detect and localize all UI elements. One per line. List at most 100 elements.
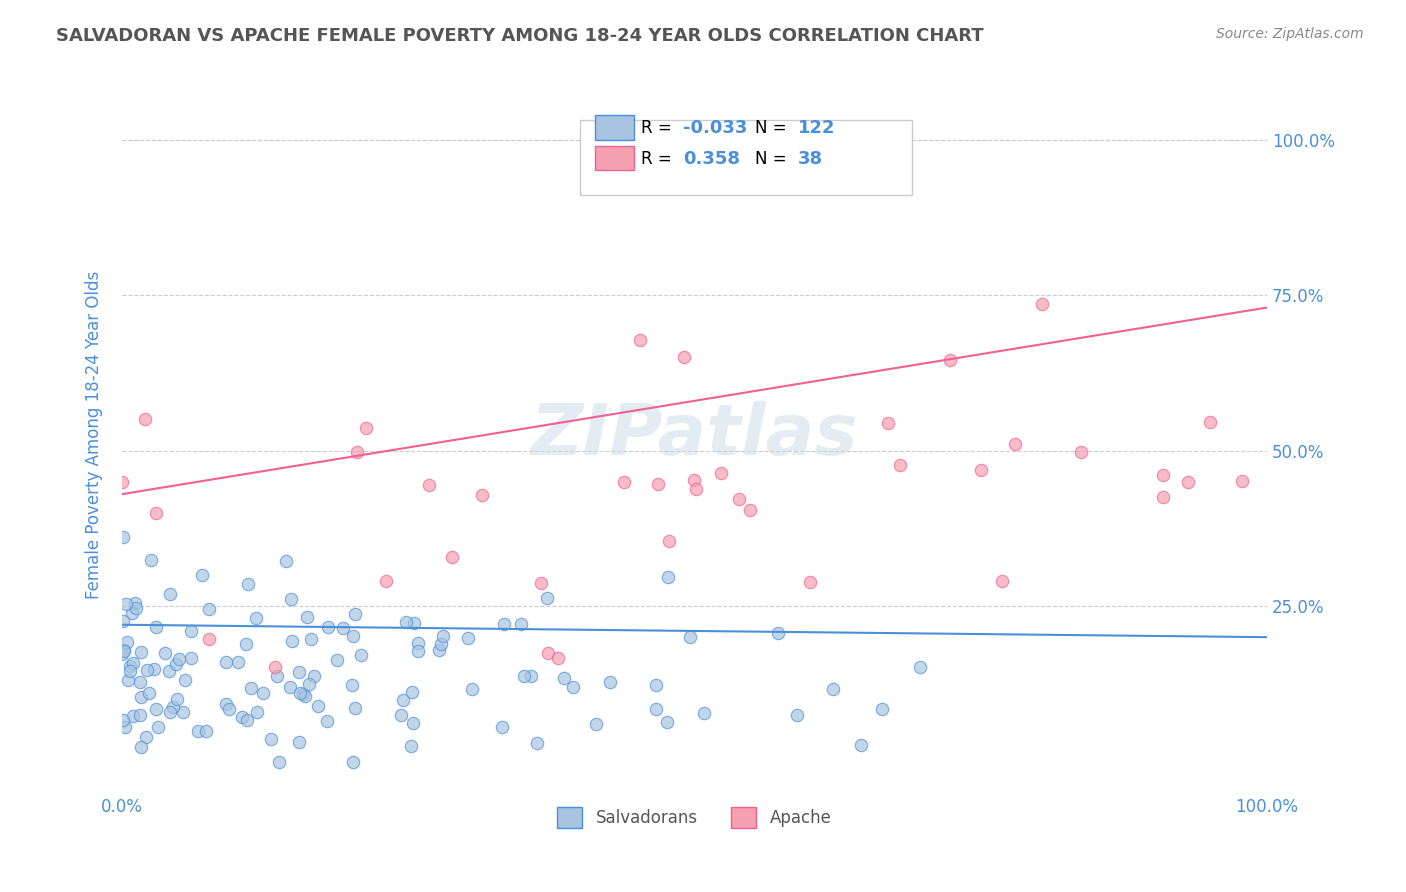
Point xyxy=(350,648,373,663)
Point xyxy=(129,675,152,690)
Point xyxy=(166,692,188,706)
Point xyxy=(429,643,451,657)
Point xyxy=(526,736,548,750)
Point xyxy=(510,616,533,631)
Point xyxy=(134,412,156,426)
Point xyxy=(263,660,285,674)
Point xyxy=(245,611,267,625)
Point xyxy=(389,708,412,723)
Point xyxy=(343,607,366,621)
Text: ZIPatlas: ZIPatlas xyxy=(531,401,858,469)
Point xyxy=(299,632,322,646)
Point xyxy=(145,620,167,634)
Point xyxy=(145,506,167,520)
Point xyxy=(342,678,364,692)
Point xyxy=(215,655,238,669)
Point xyxy=(401,739,423,753)
Point xyxy=(786,707,808,722)
Text: 0.358: 0.358 xyxy=(683,150,740,168)
Point xyxy=(129,645,152,659)
Point xyxy=(693,706,716,720)
Point xyxy=(342,755,364,769)
Point xyxy=(174,673,197,687)
Point xyxy=(1177,475,1199,489)
Point xyxy=(238,577,260,591)
Point xyxy=(562,680,585,694)
Point xyxy=(180,624,202,639)
Point xyxy=(461,681,484,696)
Point xyxy=(129,740,152,755)
Point xyxy=(402,615,425,630)
Point xyxy=(547,650,569,665)
Point xyxy=(710,467,733,481)
Point xyxy=(799,575,821,590)
Point xyxy=(125,600,148,615)
Point xyxy=(1152,490,1174,504)
Point xyxy=(343,700,366,714)
Point xyxy=(491,720,513,734)
Point xyxy=(326,653,349,667)
Point xyxy=(157,665,180,679)
Point xyxy=(159,705,181,719)
Point xyxy=(218,702,240,716)
Point xyxy=(111,713,134,727)
Point xyxy=(391,693,413,707)
Point xyxy=(908,660,931,674)
Point xyxy=(512,669,534,683)
Point xyxy=(536,591,558,605)
Point xyxy=(298,677,321,691)
Point xyxy=(672,350,695,364)
Point xyxy=(332,621,354,635)
Point xyxy=(1198,415,1220,429)
Point xyxy=(430,637,453,651)
Point xyxy=(645,702,668,716)
Point xyxy=(738,503,761,517)
Point xyxy=(246,706,269,720)
Point xyxy=(112,642,135,657)
Point xyxy=(252,686,274,700)
Point xyxy=(235,637,257,651)
Point xyxy=(374,574,396,588)
Point xyxy=(198,602,221,616)
Point xyxy=(226,655,249,669)
Point xyxy=(849,738,872,752)
Point xyxy=(1152,467,1174,482)
Point xyxy=(240,681,263,695)
Point xyxy=(766,625,789,640)
Point xyxy=(114,720,136,734)
Point xyxy=(1070,445,1092,459)
Point xyxy=(139,553,162,567)
Point xyxy=(159,587,181,601)
Point xyxy=(117,634,139,648)
Point xyxy=(260,732,283,747)
Point xyxy=(172,705,194,719)
Text: N =: N = xyxy=(755,150,792,168)
Text: 122: 122 xyxy=(797,120,835,137)
Point xyxy=(494,616,516,631)
Point xyxy=(135,730,157,744)
Point xyxy=(685,483,707,497)
Point xyxy=(440,549,463,564)
Point xyxy=(877,416,900,430)
Point xyxy=(153,646,176,660)
Point xyxy=(121,709,143,723)
Point xyxy=(274,554,297,568)
Point xyxy=(291,687,314,701)
Point xyxy=(679,630,702,644)
Point xyxy=(236,713,259,727)
Point xyxy=(418,478,440,492)
Point xyxy=(288,665,311,680)
Point xyxy=(821,681,844,696)
Point xyxy=(295,610,318,624)
Point xyxy=(198,632,221,646)
Point xyxy=(647,477,669,491)
FancyBboxPatch shape xyxy=(595,115,634,140)
Point xyxy=(395,615,418,629)
Point xyxy=(1230,475,1253,489)
Point xyxy=(537,646,560,660)
Point xyxy=(267,755,290,769)
Point xyxy=(553,671,575,685)
Point xyxy=(129,707,152,722)
Point xyxy=(281,634,304,648)
Text: -0.033: -0.033 xyxy=(683,120,748,137)
